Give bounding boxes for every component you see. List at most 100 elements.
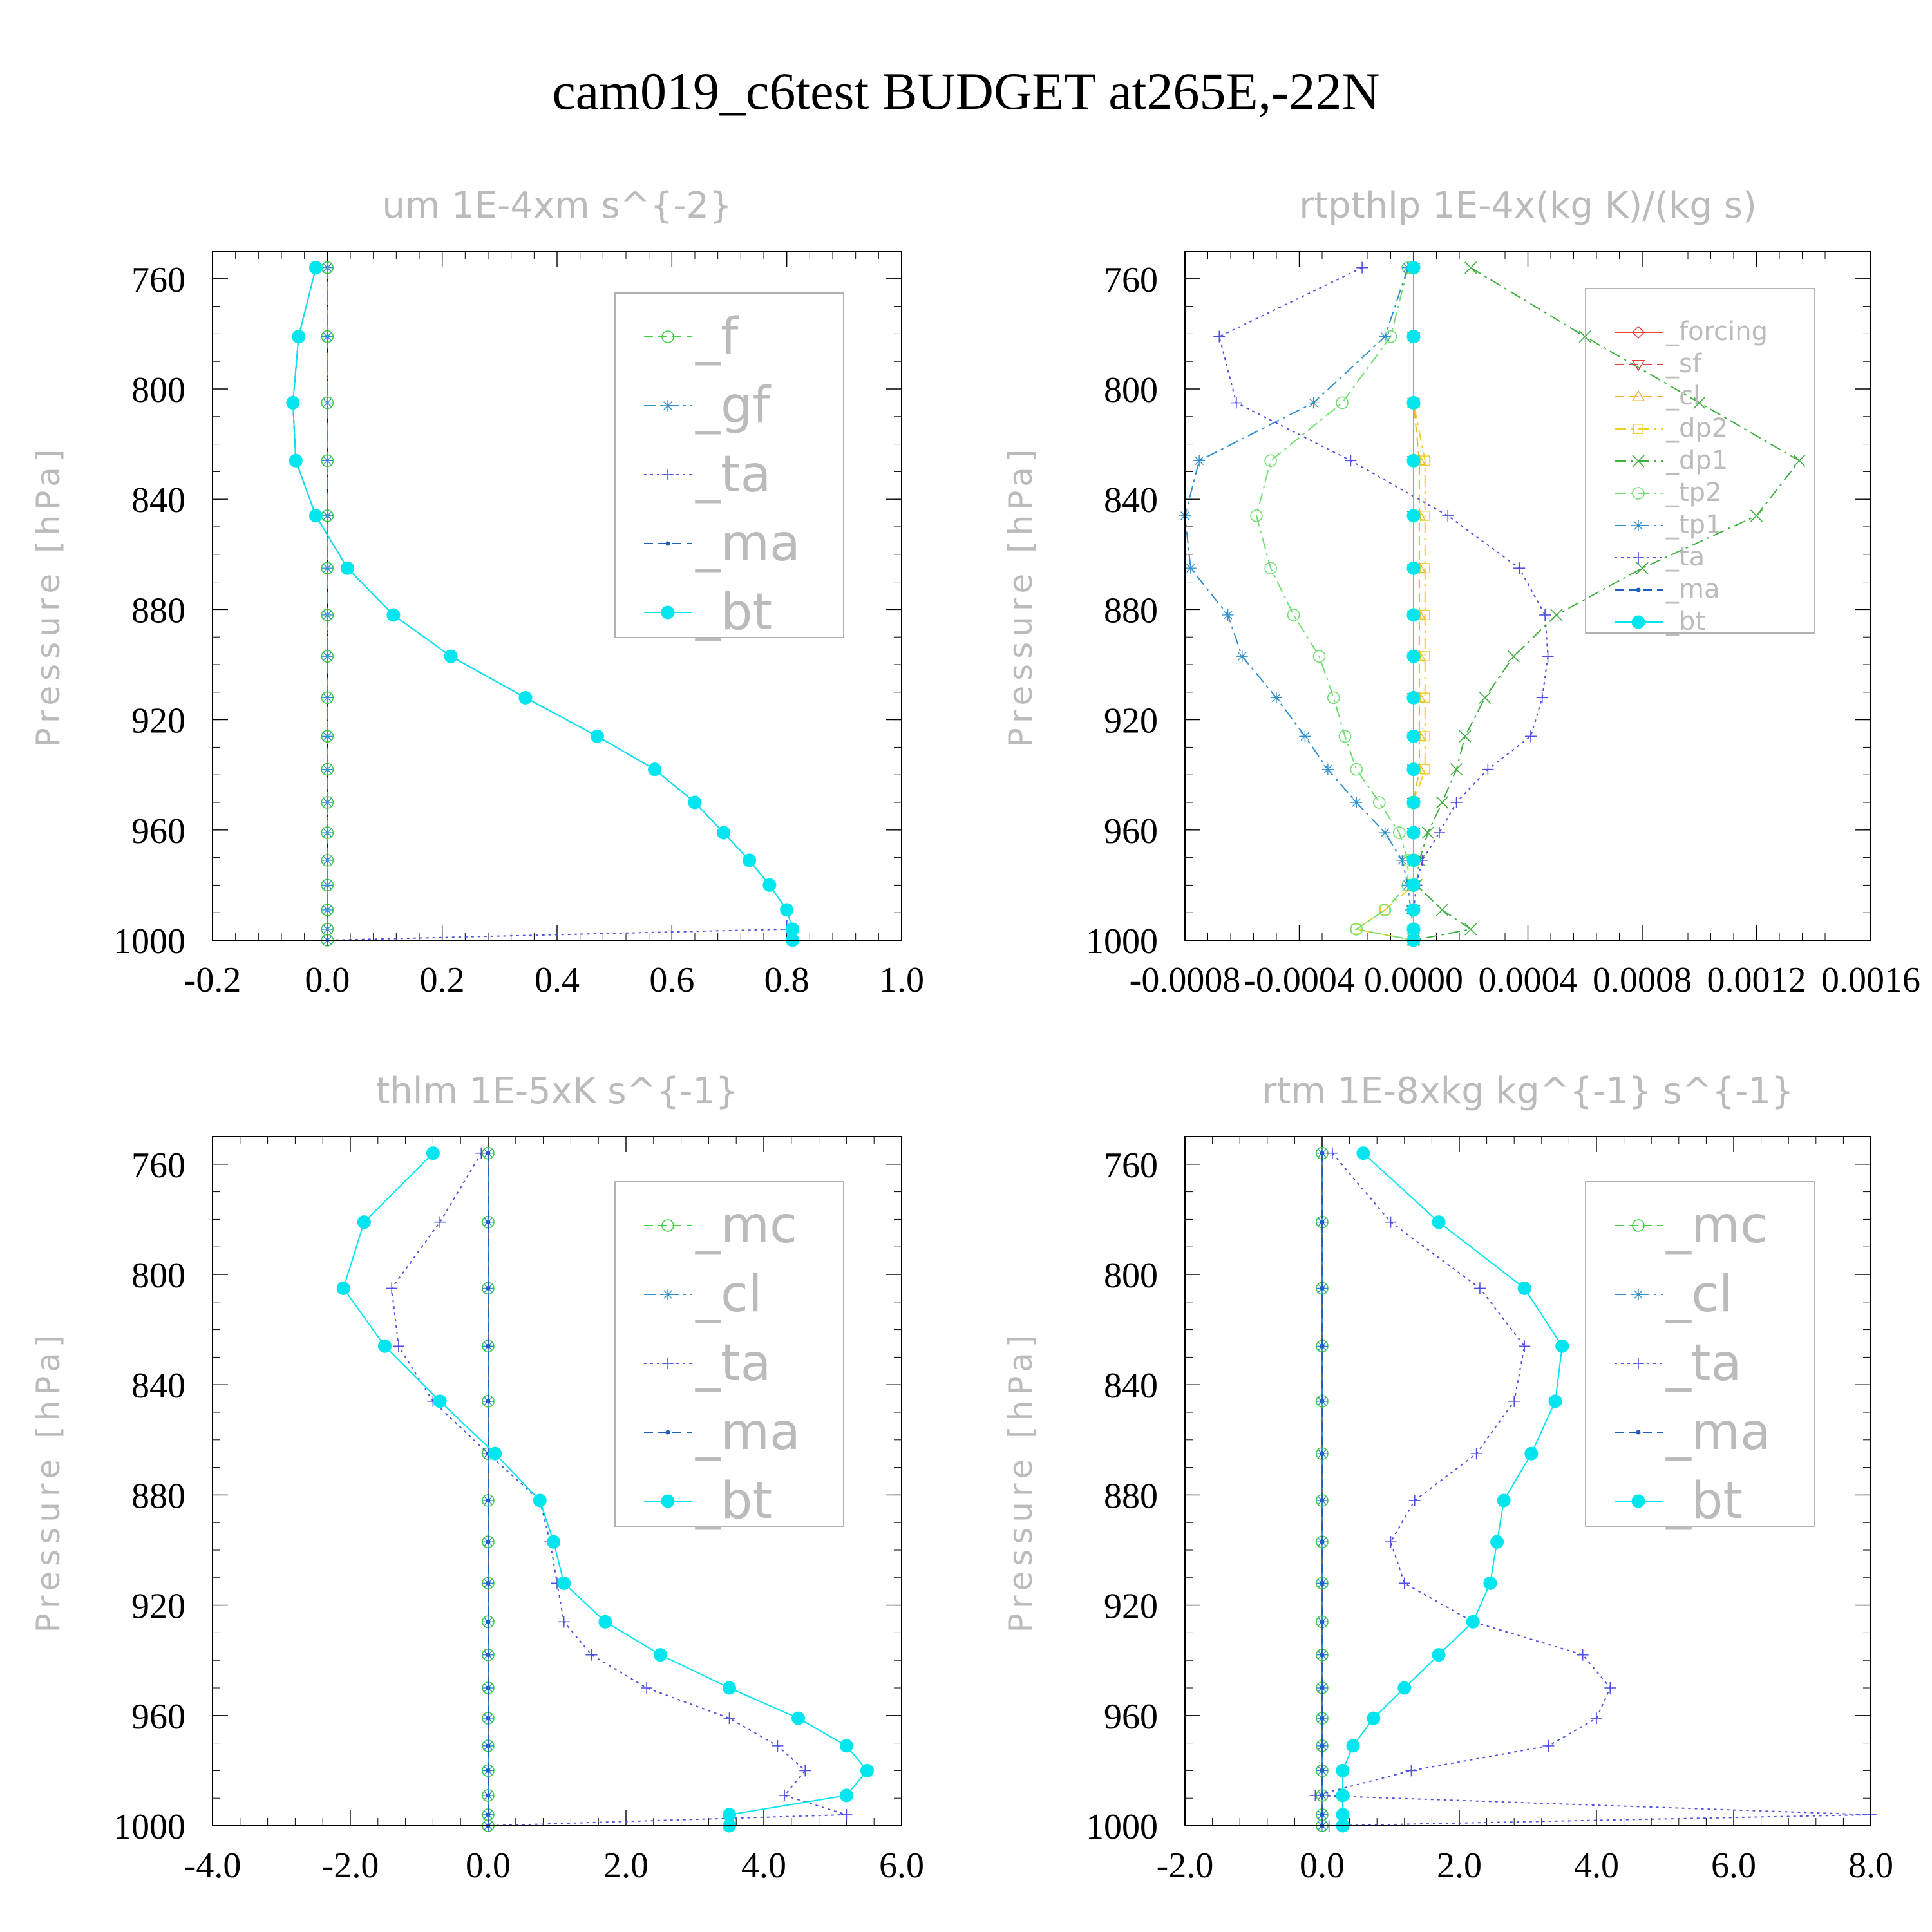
data-point xyxy=(1591,1712,1602,1725)
data-point xyxy=(1367,1711,1381,1725)
y-tick-label: 960 xyxy=(131,1697,185,1737)
data-point xyxy=(1497,1493,1511,1508)
legend-marker xyxy=(1633,520,1644,531)
x-tick-label: 0.0004 xyxy=(1479,960,1578,1000)
data-point xyxy=(1230,397,1242,409)
data-point xyxy=(321,455,334,467)
data-point xyxy=(1406,330,1421,344)
data-point xyxy=(1542,1739,1555,1752)
data-point xyxy=(1604,1682,1616,1694)
data-point xyxy=(1479,691,1492,704)
series-line xyxy=(391,1153,847,1826)
data-point xyxy=(1336,1763,1350,1777)
data-point xyxy=(289,453,303,468)
data-point xyxy=(557,1576,571,1590)
y-tick-label: 960 xyxy=(1104,1697,1158,1737)
y-tick-label: 880 xyxy=(1104,591,1158,630)
legend-box xyxy=(614,1181,844,1527)
legend-label: _ta xyxy=(1665,542,1705,572)
data-point xyxy=(321,827,334,839)
data-point xyxy=(1406,261,1421,275)
data-point xyxy=(1398,1577,1410,1589)
x-tick-label: 6.0 xyxy=(1711,1846,1756,1886)
plot-frame xyxy=(1184,1136,1871,1826)
y-tick-label: 840 xyxy=(1104,1366,1158,1406)
data-point xyxy=(840,1808,853,1821)
data-point xyxy=(1519,1340,1531,1352)
legend-marker xyxy=(661,330,674,343)
data-point xyxy=(309,261,323,275)
data-point xyxy=(1508,1395,1520,1407)
data-point xyxy=(386,608,401,622)
x-tick-label: 0.4 xyxy=(535,960,580,1000)
y-tick-label: 960 xyxy=(1104,811,1158,851)
data-point xyxy=(1470,1448,1482,1460)
legend-label: _bt xyxy=(695,1472,772,1530)
legend-box xyxy=(1585,1181,1815,1527)
chart-panel-4: rtm 1E-8xkg kg^{-1} s^{-1} Pressure [hPa]… xyxy=(1002,1070,1893,1886)
legend-label: _sf xyxy=(1665,349,1702,379)
data-point xyxy=(1548,1394,1562,1408)
x-tick-label: 0.0016 xyxy=(1821,960,1920,1000)
data-point xyxy=(1406,561,1421,575)
data-point xyxy=(486,1580,491,1586)
data-point xyxy=(547,1535,561,1549)
data-point xyxy=(426,1146,440,1160)
data-point xyxy=(321,261,334,274)
legend-label: _mc xyxy=(1665,1197,1768,1255)
y-tick-label: 840 xyxy=(131,1366,185,1406)
data-point xyxy=(486,1220,491,1225)
x-tick-label: -0.0008 xyxy=(1130,960,1241,1000)
data-point xyxy=(486,1399,491,1404)
data-point xyxy=(1320,1619,1325,1624)
data-point xyxy=(1419,563,1430,574)
legend-label: _ma xyxy=(1665,574,1719,604)
legend-label: _cl xyxy=(695,1265,762,1323)
data-point xyxy=(1406,853,1421,867)
legend-label: _bt xyxy=(695,583,772,641)
data-point xyxy=(486,1653,491,1658)
data-point xyxy=(590,729,604,743)
data-point xyxy=(1406,795,1421,810)
y-tick-label: 800 xyxy=(1104,370,1158,410)
data-point xyxy=(1250,509,1263,522)
data-point xyxy=(533,1493,547,1508)
data-point xyxy=(392,1340,404,1352)
y-tick-label: 880 xyxy=(131,1476,185,1516)
data-point xyxy=(486,1343,491,1349)
x-tick-label: 8.0 xyxy=(1848,1846,1893,1886)
data-point xyxy=(518,690,533,705)
legend-label: _gf xyxy=(695,377,772,435)
y-tick-label: 880 xyxy=(131,591,185,630)
y-axis-label: Pressure [hPa] xyxy=(1002,444,1039,748)
data-point xyxy=(1419,651,1430,662)
data-point xyxy=(1326,1147,1338,1159)
data-point xyxy=(585,1649,598,1661)
data-point xyxy=(1419,731,1430,742)
data-point xyxy=(1379,330,1391,343)
data-point xyxy=(1483,1576,1497,1590)
data-point xyxy=(1264,562,1277,575)
data-point xyxy=(791,1711,805,1725)
legend-marker xyxy=(1632,1219,1645,1232)
data-point xyxy=(1539,609,1551,621)
legend-marker xyxy=(1631,359,1645,372)
data-point xyxy=(434,1216,446,1228)
data-point xyxy=(799,1765,811,1777)
data-point xyxy=(1320,1451,1325,1456)
data-point xyxy=(1346,1739,1360,1753)
data-point xyxy=(1419,610,1430,620)
data-point xyxy=(1397,1681,1412,1695)
legend-box xyxy=(1585,288,1815,634)
y-tick-label: 760 xyxy=(131,260,185,300)
data-point xyxy=(321,879,334,891)
data-point xyxy=(321,509,334,522)
y-tick-label: 920 xyxy=(131,1587,185,1627)
y-axis-label: Pressure [hPa] xyxy=(1002,1330,1039,1633)
x-tick-label: -0.0004 xyxy=(1244,960,1355,1000)
panel-title: thlm 1E-5xK s^{-1} xyxy=(375,1070,738,1112)
data-point xyxy=(1320,1399,1325,1404)
legend-marker xyxy=(661,1494,675,1508)
chart-panel-1: um 1E-4xm s^{-2} Pressure [hPa] 760 800 840 8… xyxy=(30,185,924,1000)
legend-marker xyxy=(1631,325,1645,339)
